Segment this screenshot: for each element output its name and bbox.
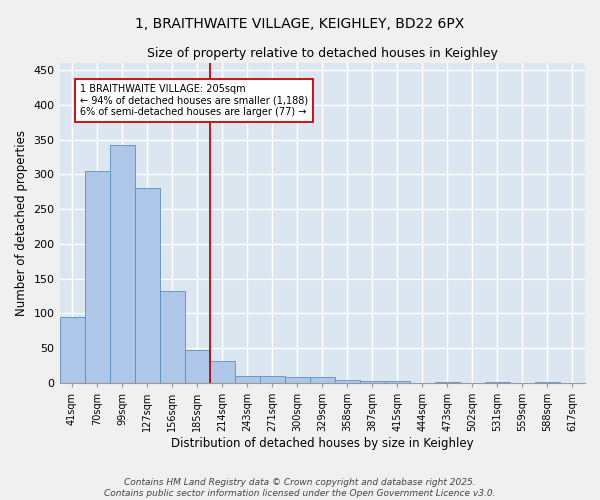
Bar (535, 382, 560, 383)
Bar (485, 382, 510, 383)
Text: Contains HM Land Registry data © Crown copyright and database right 2025.
Contai: Contains HM Land Registry data © Crown c… (104, 478, 496, 498)
Bar (110, 145, 134, 383)
Bar (285, 378, 310, 383)
Bar (235, 376, 260, 383)
X-axis label: Distribution of detached houses by size in Keighley: Distribution of detached houses by size … (171, 437, 473, 450)
Bar (435, 382, 460, 383)
Bar (335, 380, 360, 383)
Bar (160, 290, 185, 383)
Bar (310, 378, 335, 383)
Bar (260, 376, 285, 383)
Bar (134, 188, 160, 383)
Bar (185, 350, 209, 383)
Bar (360, 381, 385, 383)
Y-axis label: Number of detached properties: Number of detached properties (15, 130, 28, 316)
Text: 1, BRAITHWAITE VILLAGE, KEIGHLEY, BD22 6PX: 1, BRAITHWAITE VILLAGE, KEIGHLEY, BD22 6… (136, 18, 464, 32)
Text: 1 BRAITHWAITE VILLAGE: 205sqm
← 94% of detached houses are smaller (1,188)
6% of: 1 BRAITHWAITE VILLAGE: 205sqm ← 94% of d… (80, 84, 308, 117)
Bar (209, 361, 235, 383)
Bar (385, 381, 410, 383)
Bar (85, 171, 110, 383)
Bar (59, 317, 85, 383)
Title: Size of property relative to detached houses in Keighley: Size of property relative to detached ho… (147, 48, 498, 60)
